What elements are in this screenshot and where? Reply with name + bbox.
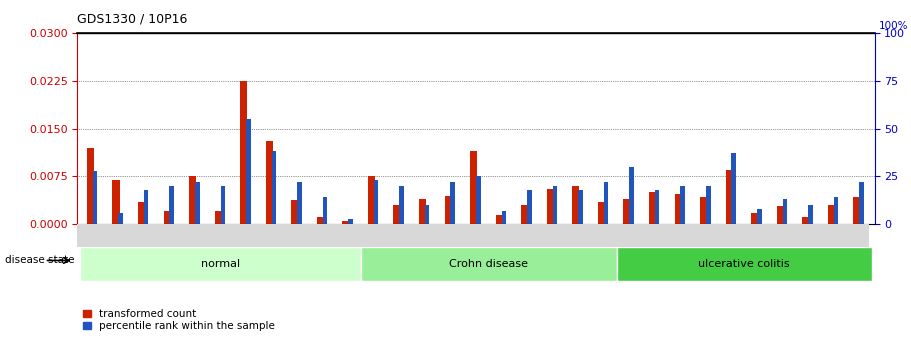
Bar	[322, 197, 327, 224]
Bar	[343, 221, 350, 224]
Bar	[266, 141, 273, 224]
Text: GDS1330 / 10P16: GDS1330 / 10P16	[77, 12, 188, 25]
Bar	[271, 151, 276, 224]
Bar	[732, 154, 736, 224]
Bar	[450, 182, 456, 224]
Bar	[700, 197, 707, 224]
Bar	[348, 218, 353, 224]
Bar	[93, 171, 97, 224]
Legend: transformed count, percentile rank within the sample: transformed count, percentile rank withi…	[83, 309, 275, 332]
Bar	[783, 199, 787, 224]
Bar	[292, 200, 299, 224]
Bar	[496, 215, 503, 224]
Bar	[419, 199, 426, 224]
Bar	[706, 186, 711, 224]
Text: Crohn disease: Crohn disease	[449, 259, 528, 269]
Bar	[578, 190, 583, 224]
Text: ulcerative colitis: ulcerative colitis	[699, 259, 790, 269]
Bar	[368, 176, 375, 224]
Text: disease state: disease state	[5, 256, 74, 265]
Bar	[195, 182, 200, 224]
Bar	[859, 182, 864, 224]
Bar	[394, 205, 401, 224]
Bar	[361, 247, 617, 281]
Bar	[854, 197, 861, 224]
Bar	[425, 205, 429, 224]
Bar	[803, 217, 809, 224]
Bar	[138, 202, 145, 224]
Bar	[757, 209, 762, 224]
Bar	[617, 247, 872, 281]
Bar	[215, 211, 221, 224]
Bar	[374, 180, 378, 224]
Bar	[553, 186, 558, 224]
Bar	[80, 247, 361, 281]
Bar	[655, 190, 660, 224]
Bar	[547, 189, 554, 224]
Bar	[777, 206, 783, 224]
Bar	[752, 213, 758, 224]
Bar	[572, 186, 579, 224]
Bar	[681, 186, 685, 224]
Bar	[630, 167, 634, 224]
Bar	[470, 151, 477, 224]
Bar	[604, 182, 609, 224]
Bar	[828, 205, 835, 224]
Bar	[118, 213, 123, 224]
Bar	[144, 190, 148, 224]
Bar	[674, 194, 681, 224]
Bar	[169, 186, 174, 224]
Bar	[445, 196, 452, 224]
Bar	[246, 119, 251, 224]
Bar	[725, 170, 732, 224]
Bar	[297, 182, 302, 224]
Bar	[502, 211, 507, 224]
Bar	[521, 205, 528, 224]
Bar	[808, 205, 813, 224]
Bar	[476, 176, 481, 224]
Bar	[598, 202, 605, 224]
Bar	[112, 179, 119, 224]
Bar	[189, 176, 196, 224]
Bar	[649, 193, 656, 224]
Bar	[527, 190, 532, 224]
Text: 100%: 100%	[879, 21, 908, 31]
Bar	[220, 186, 225, 224]
Bar	[164, 211, 170, 224]
Bar	[623, 199, 630, 224]
Bar	[317, 217, 324, 224]
Text: normal: normal	[201, 259, 241, 269]
Bar	[87, 148, 94, 224]
Bar	[834, 197, 838, 224]
Bar	[241, 81, 247, 224]
Bar	[399, 186, 404, 224]
